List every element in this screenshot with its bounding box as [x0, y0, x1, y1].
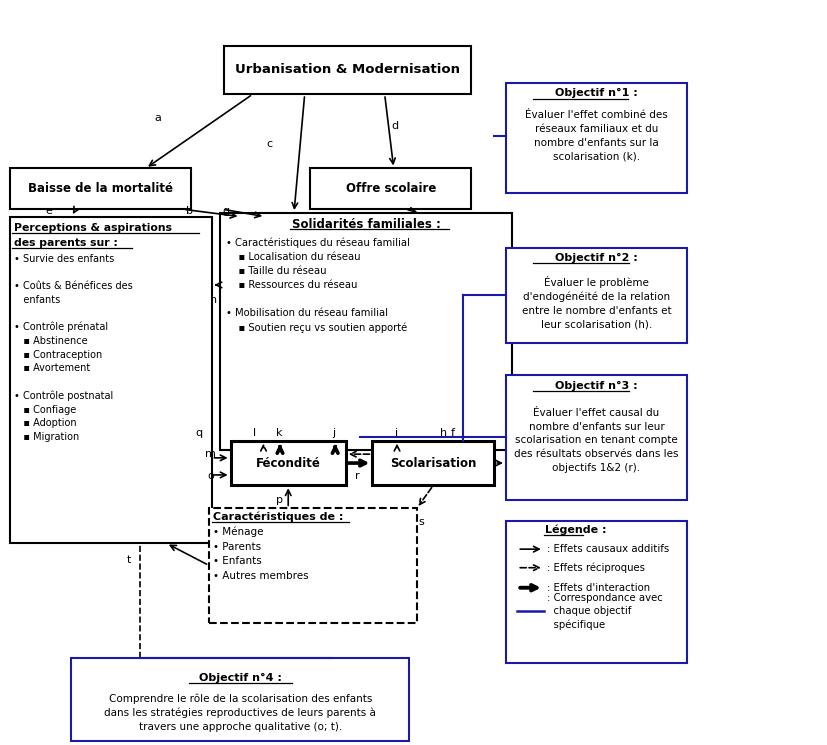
Text: a: a	[155, 113, 161, 123]
Text: o: o	[208, 472, 214, 481]
Text: s: s	[418, 518, 424, 527]
Text: Offre scolaire: Offre scolaire	[346, 182, 437, 195]
Text: Objectif n°2 :: Objectif n°2 :	[555, 253, 638, 263]
FancyBboxPatch shape	[231, 441, 346, 485]
Text: f: f	[451, 428, 455, 438]
Text: Scolarisation: Scolarisation	[390, 457, 476, 469]
Text: Comprendre le rôle de la scolarisation des enfants
dans les stratégies reproduct: Comprendre le rôle de la scolarisation d…	[104, 693, 376, 732]
Text: Fécondité: Fécondité	[256, 457, 321, 469]
Text: • Caractéristiques du réseau familial
    ▪ Localisation du réseau
    ▪ Taille : • Caractéristiques du réseau familial ▪ …	[226, 238, 409, 333]
FancyBboxPatch shape	[372, 441, 495, 485]
FancyBboxPatch shape	[506, 521, 687, 664]
Text: h: h	[440, 428, 447, 438]
FancyBboxPatch shape	[10, 168, 191, 209]
Text: d: d	[392, 121, 399, 131]
Text: b: b	[186, 206, 193, 216]
Text: g: g	[222, 206, 230, 216]
Text: k: k	[276, 428, 282, 438]
Text: i: i	[395, 428, 399, 438]
Text: l: l	[253, 428, 256, 438]
Text: des parents sur :: des parents sur :	[14, 238, 117, 247]
Text: n: n	[211, 295, 218, 305]
Text: e: e	[45, 206, 52, 216]
Text: t: t	[127, 554, 131, 565]
Text: Évaluer l'effet combiné des
réseaux familiaux et du
nombre d'enfants sur la
scol: Évaluer l'effet combiné des réseaux fami…	[525, 110, 668, 162]
Text: r: r	[355, 472, 360, 481]
Text: Urbanisation & Modernisation: Urbanisation & Modernisation	[235, 63, 460, 76]
Text: : Correspondance avec
  chaque objectif
  spécifique: : Correspondance avec chaque objectif sp…	[547, 593, 662, 630]
Text: : Effets causaux additifs: : Effets causaux additifs	[547, 544, 669, 554]
Text: : Effets d'interaction: : Effets d'interaction	[547, 583, 650, 593]
Text: c: c	[266, 139, 272, 149]
Text: • Ménage
• Parents
• Enfants
• Autres membres: • Ménage • Parents • Enfants • Autres me…	[213, 527, 308, 580]
FancyBboxPatch shape	[71, 659, 409, 741]
FancyBboxPatch shape	[506, 248, 687, 343]
Text: : Effets réciproques: : Effets réciproques	[547, 562, 645, 573]
FancyBboxPatch shape	[310, 168, 471, 209]
Text: q: q	[196, 428, 203, 438]
Text: Objectif n°3 :: Objectif n°3 :	[555, 381, 638, 391]
FancyBboxPatch shape	[224, 46, 471, 94]
Text: Solidarités familiales :: Solidarités familiales :	[291, 218, 441, 230]
FancyBboxPatch shape	[10, 217, 212, 543]
Text: Perceptions & aspirations: Perceptions & aspirations	[14, 223, 172, 232]
Text: Baisse de la mortalité: Baisse de la mortalité	[28, 182, 173, 195]
FancyBboxPatch shape	[506, 83, 687, 193]
Text: Évaluer l'effet causal du
nombre d'enfants sur leur
scolarisation en tenant comp: Évaluer l'effet causal du nombre d'enfan…	[514, 408, 679, 472]
Text: Objectif n°1 :: Objectif n°1 :	[555, 89, 638, 98]
Text: Évaluer le problème
d'endogénéité de la relation
entre le nombre d'enfants et
le: Évaluer le problème d'endogénéité de la …	[522, 276, 672, 329]
FancyBboxPatch shape	[220, 213, 513, 451]
FancyBboxPatch shape	[506, 375, 687, 500]
FancyBboxPatch shape	[209, 508, 417, 624]
Text: Légende :: Légende :	[545, 524, 607, 535]
Text: p: p	[275, 495, 283, 505]
Text: Objectif n°4 :: Objectif n°4 :	[199, 673, 282, 683]
Text: m: m	[205, 449, 216, 459]
Text: • Survie des enfants

• Coûts & Bénéfices des
   enfants

• Contrôle prénatal
  : • Survie des enfants • Coûts & Bénéfices…	[14, 254, 132, 442]
Text: Caractéristiques de :: Caractéristiques de :	[213, 512, 343, 522]
Text: j: j	[332, 428, 335, 438]
